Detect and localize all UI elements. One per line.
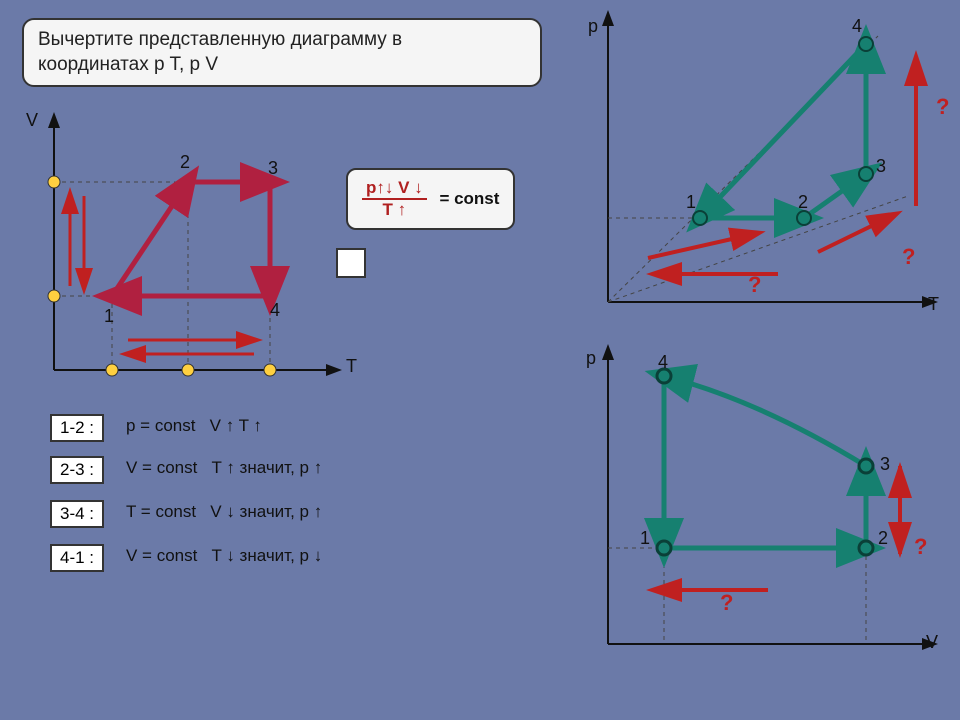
pt-xlabel: T <box>928 294 939 315</box>
pv-p2: 2 <box>878 528 888 549</box>
pt-p2: 2 <box>798 192 808 213</box>
task-line1: Вычертите представленную диаграмму в <box>38 28 526 53</box>
pv-q1: ? <box>914 534 927 560</box>
vt-ylabel: V <box>26 110 38 131</box>
pt-chart <box>578 6 958 326</box>
pt-p3: 3 <box>876 156 886 177</box>
pt-p4: 4 <box>852 16 862 37</box>
formula-t: T <box>383 200 393 219</box>
step-34-text: T = const V ↓ значит, p ↑ <box>126 502 322 522</box>
step-41-text: V = const T ↓ значит, p ↓ <box>126 546 322 566</box>
pt-q2: ? <box>902 244 915 270</box>
step-12-text: p = const V ↑ T ↑ <box>126 416 262 436</box>
formula-v: V <box>398 178 409 197</box>
pv-ylabel: p <box>586 348 596 369</box>
pt-ylabel: p <box>588 16 598 37</box>
pv-q2: ? <box>720 590 733 616</box>
vt-xlabel: T <box>346 356 357 377</box>
pt-q1: ? <box>936 94 949 120</box>
step-41-label: 4-1 : <box>50 544 104 572</box>
step-12-label: 1-2 : <box>50 414 104 442</box>
step-23-text: V = const T ↑ значит, p ↑ <box>126 458 322 478</box>
vt-p4: 4 <box>270 300 280 321</box>
formula-const: = const <box>439 189 499 208</box>
step-23-label: 2-3 : <box>50 456 104 484</box>
vt-p1: 1 <box>104 306 114 327</box>
pv-xlabel: V <box>926 632 938 653</box>
step-34-label: 3-4 : <box>50 500 104 528</box>
task-line2: координатах p T, p V <box>38 53 526 78</box>
pv-p4: 4 <box>658 352 668 373</box>
pv-p3: 3 <box>880 454 890 475</box>
vt-p3: 3 <box>268 158 278 179</box>
pv-chart <box>578 340 958 680</box>
formula-p: p <box>366 178 376 197</box>
pt-p1: 1 <box>686 192 696 213</box>
task-box: Вычертите представленную диаграмму в коо… <box>22 18 542 87</box>
vt-p2: 2 <box>180 152 190 173</box>
pt-q3: ? <box>748 272 761 298</box>
pv-p1: 1 <box>640 528 650 549</box>
formula-box: p↑↓ V ↓ T ↑ = const <box>346 168 515 230</box>
